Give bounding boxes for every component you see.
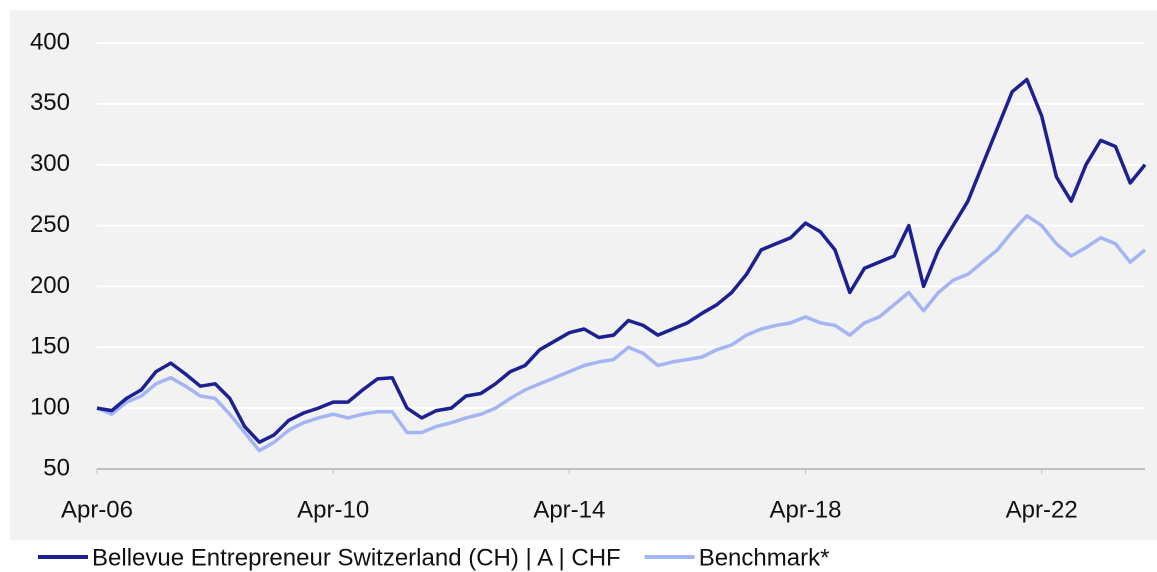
x-tick-label: Apr-22 xyxy=(1006,496,1078,523)
series-line xyxy=(96,214,1147,453)
legend-label: Bellevue Entrepreneur Switzerland (CH) |… xyxy=(92,544,621,571)
x-tick-label: Apr-18 xyxy=(769,496,841,523)
y-tick-label: 350 xyxy=(30,89,70,116)
y-tick-label: 100 xyxy=(30,393,70,420)
y-tick-label: 200 xyxy=(30,272,70,299)
y-tick-label: 250 xyxy=(30,211,70,238)
legend-label: Benchmark* xyxy=(699,544,830,571)
y-tick-label: 300 xyxy=(30,150,70,177)
x-tick-label: Apr-14 xyxy=(533,496,605,523)
y-tick-label: 150 xyxy=(30,333,70,360)
series-line xyxy=(96,77,1147,444)
x-tick-label: Apr-10 xyxy=(297,496,369,523)
y-tick-label: 400 xyxy=(30,28,70,55)
plot-background xyxy=(10,10,1157,540)
x-tick-label: Apr-06 xyxy=(61,496,133,523)
y-tick-label: 50 xyxy=(43,454,70,481)
